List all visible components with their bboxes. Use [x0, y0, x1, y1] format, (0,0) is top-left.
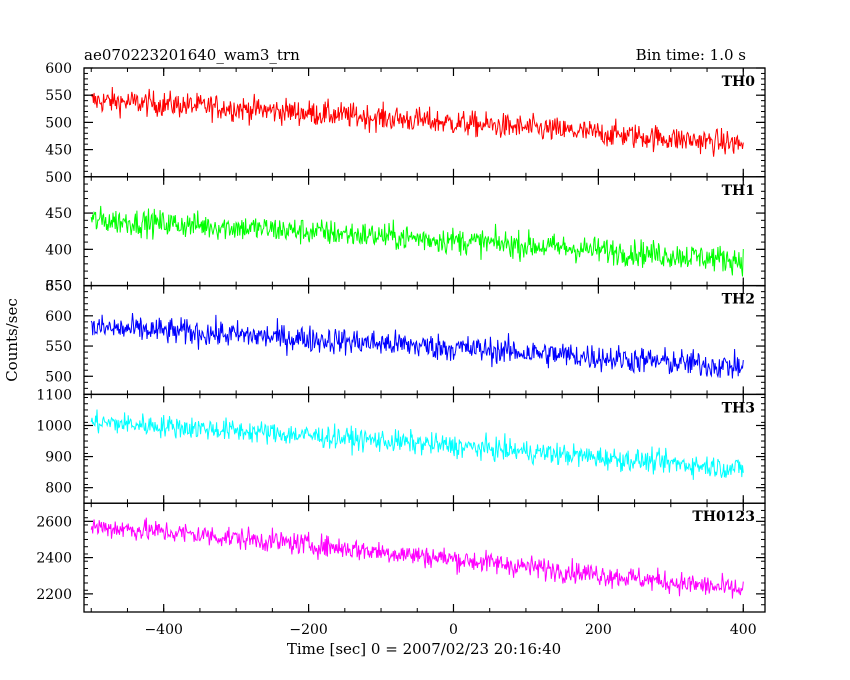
- series-line-th1: [90, 205, 744, 277]
- panel-label: TH1: [722, 183, 755, 199]
- y-tick-label: 500: [45, 170, 72, 186]
- y-tick-label: 450: [45, 206, 72, 222]
- panel-label: TH0: [722, 74, 756, 90]
- panel-label: TH3: [722, 400, 755, 416]
- panel-frame: [83, 67, 766, 178]
- y-tick-label: 900: [45, 450, 72, 466]
- y-tick-label: 1000: [36, 418, 72, 434]
- series-line-th3: [90, 409, 744, 480]
- panel-label: TH2: [722, 292, 755, 308]
- panel-th1: 350 400 450 500 TH1: [45, 170, 766, 295]
- y-tick-label: 2400: [36, 551, 72, 567]
- y-tick-label: 350: [45, 279, 72, 295]
- x-axis: −400 −200 0 200 400: [144, 622, 756, 638]
- y-tick-label: 600: [45, 309, 72, 325]
- y-tick-label: 800: [45, 481, 72, 497]
- panel-th2: 500 550 600 650 TH2: [45, 279, 766, 396]
- y-tick-label: 650: [45, 279, 72, 295]
- panel-th0123: 2200 2400 2600 TH0123: [36, 502, 766, 613]
- header-bin-time: Bin time: 1.0 s: [636, 46, 746, 64]
- y-tick-label: 600: [45, 61, 72, 77]
- y-tick-label: 400: [45, 242, 72, 258]
- panel-th0: 450 500 550 600 TH0: [45, 61, 766, 178]
- panel-frame: [83, 393, 766, 504]
- panel-th3: 800 900 1000 1100 TH3: [36, 387, 766, 504]
- header-title: ae070223201640_wam3_trn: [84, 46, 300, 64]
- x-tick-label: 400: [730, 622, 757, 638]
- y-tick-label: 500: [45, 115, 72, 131]
- y-tick-label: 550: [45, 339, 72, 355]
- series-line-th0123: [90, 517, 744, 599]
- y-axis-label: Counts/sec: [3, 298, 21, 382]
- x-tick-label: 0: [449, 622, 458, 638]
- x-tick-label: −400: [144, 622, 182, 638]
- series-line-th0: [90, 86, 744, 157]
- panel-label: TH0123: [692, 509, 755, 525]
- y-tick-label: 2600: [36, 514, 72, 530]
- series-line-th2: [90, 312, 744, 379]
- y-tick-label: 1100: [36, 387, 72, 403]
- x-axis-label: Time [sec] 0 = 2007/02/23 20:16:40: [287, 640, 561, 658]
- x-tick-label: 200: [585, 622, 612, 638]
- y-tick-label: 500: [45, 369, 72, 385]
- x-tick-label: −200: [289, 622, 327, 638]
- y-tick-label: 450: [45, 143, 72, 159]
- y-tick-label: 550: [45, 88, 72, 104]
- panels-group: 450 500 550 600 TH0 350 400 450 500 TH1 500 550 600 6…: [36, 61, 766, 613]
- y-tick-label: 2200: [36, 587, 72, 603]
